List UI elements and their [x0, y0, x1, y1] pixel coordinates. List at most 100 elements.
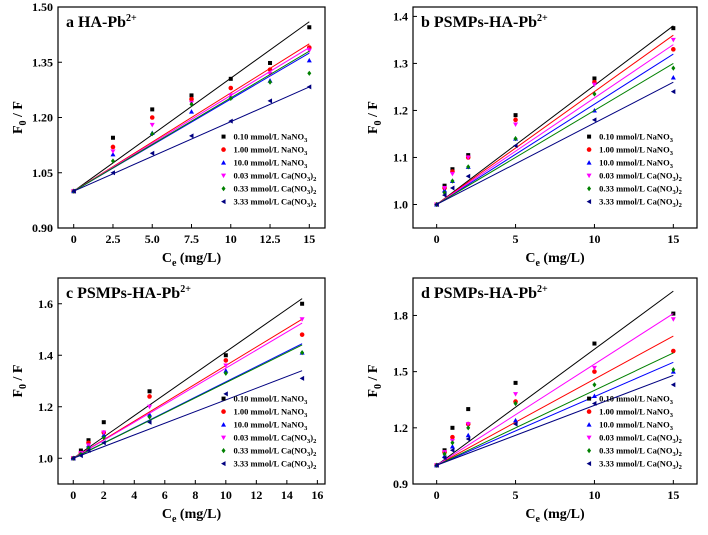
fit-line [436, 34, 674, 205]
data-point [591, 365, 597, 371]
fit-line [436, 374, 674, 466]
fit-line [436, 361, 674, 466]
legend-label: 3.33 mmol/L Ca(NO3)2 [599, 197, 682, 210]
data-point [465, 173, 471, 179]
y-axis-label: F0 / F [366, 101, 384, 134]
data-point [450, 178, 455, 184]
legend-label: 0.33 mmol/L Ca(NO3)2 [599, 184, 682, 197]
data-point [306, 84, 312, 90]
data-point [101, 435, 106, 441]
y-tick-label: 1.4 [38, 348, 53, 362]
data-point [671, 65, 676, 71]
data-point [147, 389, 152, 394]
data-point [307, 25, 312, 30]
x-tick-label: 14 [281, 488, 293, 502]
y-tick-label: 1.0 [393, 197, 408, 211]
x-tick-label: 6 [162, 488, 168, 502]
x-tick-label: 0 [70, 488, 76, 502]
data-point [449, 444, 455, 449]
panel-title: d PSMPs-HA-Pb2+ [421, 284, 548, 302]
y-tick-label: 1.35 [32, 55, 53, 69]
data-point [591, 117, 597, 123]
data-point [592, 91, 597, 97]
data-point [671, 26, 676, 31]
data-point [434, 462, 439, 468]
data-point [670, 317, 676, 322]
legend-label: 0.10 mmol/L NaNO3 [234, 394, 309, 407]
legend-marker [587, 186, 592, 192]
x-tick-label: 7.5 [184, 232, 199, 246]
data-point [150, 107, 155, 112]
data-point [267, 98, 273, 104]
legend-label: 3.33 mmol/L Ca(NO3)2 [599, 459, 682, 472]
fit-line [73, 322, 303, 459]
legend-label: 0.03 mmol/L Ca(NO3)2 [234, 171, 317, 184]
legend-marker [587, 396, 592, 401]
data-point [465, 155, 471, 160]
plot-frame [57, 277, 326, 485]
data-point [513, 122, 519, 128]
data-point [513, 400, 518, 407]
legend-label: 10.0 mmol/L NaNO3 [234, 420, 309, 433]
data-point [465, 422, 471, 427]
data-point [228, 93, 234, 98]
fit-line [73, 50, 310, 192]
data-point [101, 420, 106, 425]
data-point [450, 425, 455, 430]
fit-line [72, 298, 303, 459]
y-tick-label: 1.6 [38, 297, 53, 311]
legend-marker [586, 409, 592, 414]
data-point [513, 143, 518, 149]
x-axis-label: Ce (mg/L) [525, 507, 585, 525]
legend-marker [587, 448, 592, 454]
plot-frame [412, 6, 698, 229]
data-point [299, 375, 305, 381]
fit-line [436, 335, 674, 466]
data-point [442, 186, 448, 191]
y-tick-label: 1.20 [32, 111, 53, 125]
data-point [189, 93, 194, 98]
data-point [86, 448, 91, 454]
data-point [449, 185, 455, 191]
data-point [592, 369, 597, 374]
x-tick-label: 0 [71, 232, 77, 246]
fit-line [73, 47, 310, 192]
x-tick-label: 15 [303, 232, 315, 246]
data-point [78, 453, 83, 459]
data-point [591, 82, 597, 88]
x-tick-label: 2 [101, 488, 107, 502]
legend-label: 0.03 mmol/L Ca(NO3)2 [234, 433, 317, 446]
panel-d: 0 5 10 15 0.9 1.2 1.5 1.8 Ce (mg/L) F0 / F d PSMPs… [366, 277, 698, 525]
data-point [147, 394, 152, 399]
legend-marker [221, 396, 226, 401]
legend-marker [586, 422, 592, 427]
data-point [228, 76, 233, 81]
fit-line [436, 81, 674, 205]
data-point [228, 118, 233, 124]
legend-label: 1.00 mmol/L NaNO3 [599, 145, 674, 158]
data-point [513, 417, 519, 423]
fit-line [436, 62, 674, 205]
fit-line [436, 313, 674, 466]
x-tick-label: 10 [588, 488, 600, 502]
data-point [465, 432, 471, 438]
data-point [513, 421, 518, 427]
data-point [466, 164, 471, 170]
data-point [299, 332, 305, 337]
data-point [223, 353, 228, 358]
data-point [466, 425, 471, 431]
panel-title: b PSMPs-HA-Pb2+ [421, 13, 548, 31]
legend-label: 0.03 mmol/L Ca(NO3)2 [599, 433, 682, 446]
y-tick-label: 0.90 [32, 221, 53, 235]
y-tick-label: 1.2 [38, 400, 53, 414]
data-point [513, 392, 519, 397]
x-tick-label: 0 [434, 488, 440, 502]
legend-marker [586, 199, 592, 205]
x-axis-label: Ce (mg/L) [162, 507, 222, 525]
data-point [228, 85, 234, 91]
fit-line [436, 290, 674, 466]
x-axis-label: Ce (mg/L) [162, 251, 222, 269]
x-tick-label: 12 [250, 488, 262, 502]
